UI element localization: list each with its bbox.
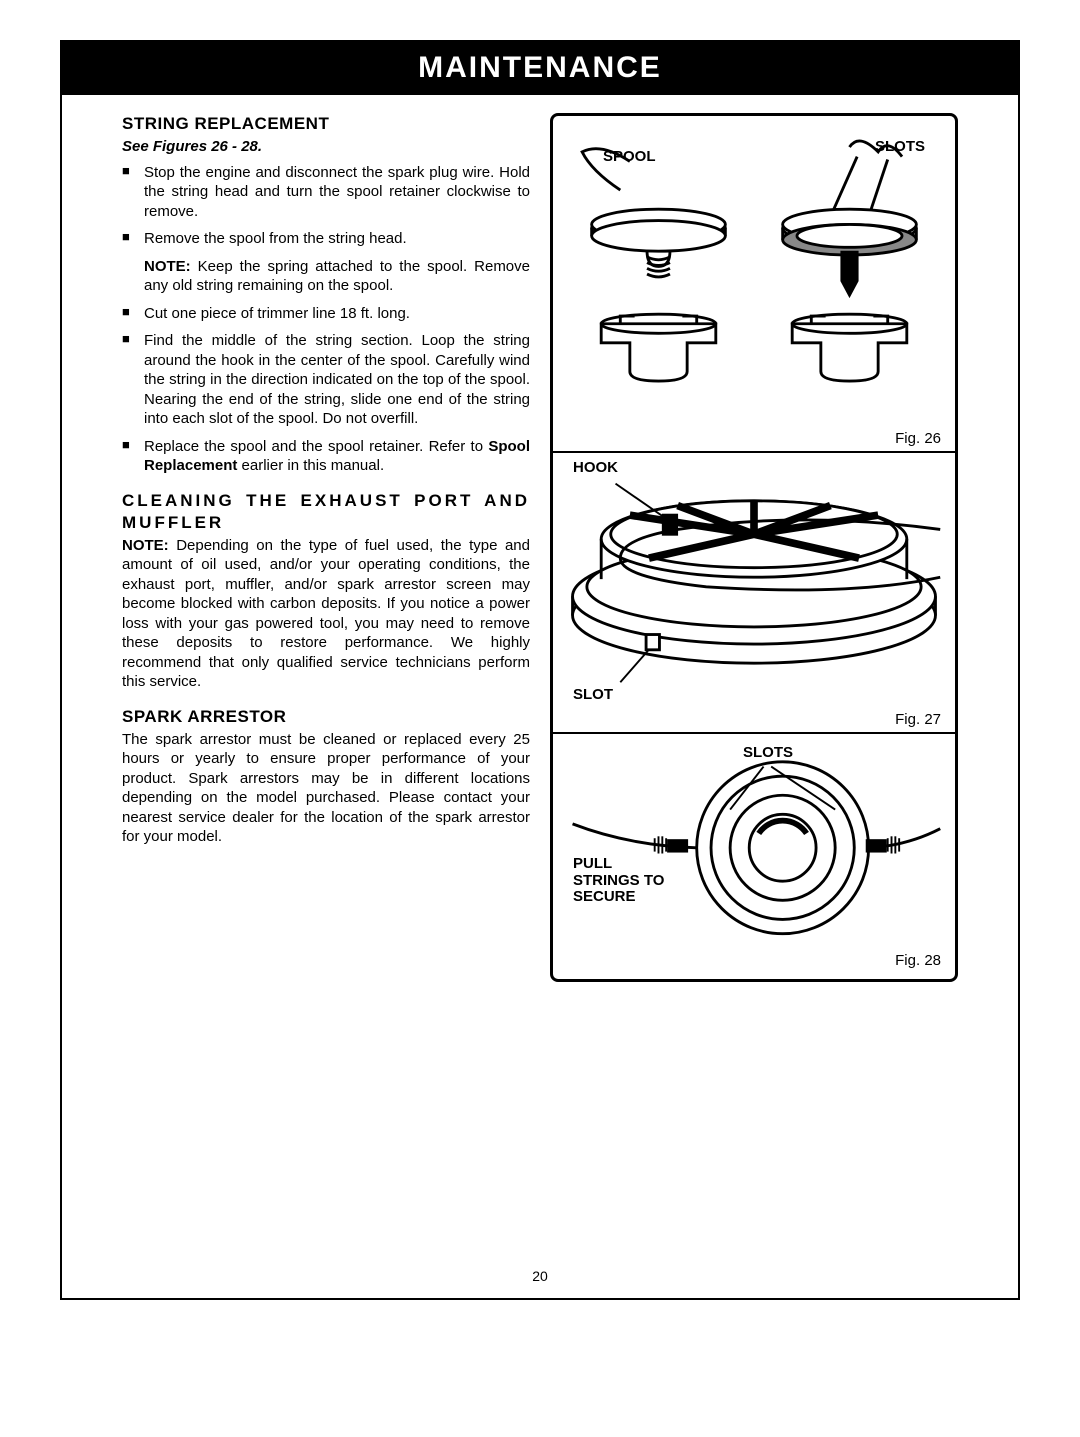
page-banner: MAINTENANCE	[61, 41, 1019, 95]
bullet-text-pre: Replace the spool and the spool retainer…	[144, 438, 488, 455]
label-spool: SPOOL	[603, 148, 656, 165]
note-text: NOTE: Keep the spring attached to the sp…	[122, 257, 530, 296]
bullet-item: Remove the spool from the string head.	[122, 229, 530, 249]
see-figures-ref: See Figures 26 - 28.	[122, 137, 530, 157]
figure-27-svg	[563, 457, 945, 707]
figure-26-panel: SPOOL SLOTS	[563, 126, 945, 426]
figure-26-svg	[563, 126, 945, 426]
figure-27-panel: HOOK SLOT	[563, 457, 945, 707]
figure-box: SPOOL SLOTS	[550, 113, 958, 982]
figure-divider	[553, 451, 955, 453]
bullet-list-1: Stop the engine and disconnect the spark…	[122, 163, 530, 249]
note-label: NOTE:	[122, 537, 169, 554]
page-frame: MAINTENANCE STRING REPLACEMENT See Figur…	[60, 40, 1020, 1300]
note-body: Keep the spring attached to the spool. R…	[144, 258, 530, 295]
bullet-item: Cut one piece of trimmer line 18 ft. lon…	[122, 304, 530, 324]
label-pull: PULL STRINGS TO SECURE	[573, 856, 673, 906]
label-slot: SLOT	[573, 686, 613, 703]
figure-28-panel: SLOTS PULL STRINGS TO SECURE	[563, 738, 945, 948]
left-column: STRING REPLACEMENT See Figures 26 - 28. …	[122, 113, 530, 982]
section-heading-cleaning: CLEANING THE EXHAUST PORT AND MUFFLER	[122, 490, 530, 534]
bullet-item: Find the middle of the string section. L…	[122, 331, 530, 429]
bullet-text-post: earlier in this manual.	[237, 457, 384, 474]
right-column: SPOOL SLOTS	[550, 113, 958, 982]
section-heading-spark: SPARK ARRESTOR	[122, 706, 530, 728]
note-text: NOTE: Depending on the type of fuel used…	[122, 536, 530, 692]
section-heading-string-replacement: STRING REPLACEMENT	[122, 113, 530, 135]
paragraph: The spark arrestor must be cleaned or re…	[122, 730, 530, 847]
label-slots: SLOTS	[743, 744, 793, 761]
note-body: Depending on the type of fuel used, the …	[122, 537, 530, 691]
label-hook: HOOK	[573, 459, 618, 476]
page-number: 20	[62, 1268, 1018, 1284]
figure-caption: Fig. 27	[563, 711, 945, 728]
label-slots: SLOTS	[875, 138, 925, 155]
content-columns: STRING REPLACEMENT See Figures 26 - 28. …	[122, 113, 958, 982]
figure-caption: Fig. 26	[563, 430, 945, 447]
note-label: NOTE:	[144, 258, 191, 275]
figure-divider	[553, 732, 955, 734]
figure-caption: Fig. 28	[563, 952, 945, 969]
bullet-item: Stop the engine and disconnect the spark…	[122, 163, 530, 222]
bullet-list-2: Cut one piece of trimmer line 18 ft. lon…	[122, 304, 530, 476]
figure-28-svg	[563, 738, 945, 948]
bullet-item: Replace the spool and the spool retainer…	[122, 437, 530, 476]
